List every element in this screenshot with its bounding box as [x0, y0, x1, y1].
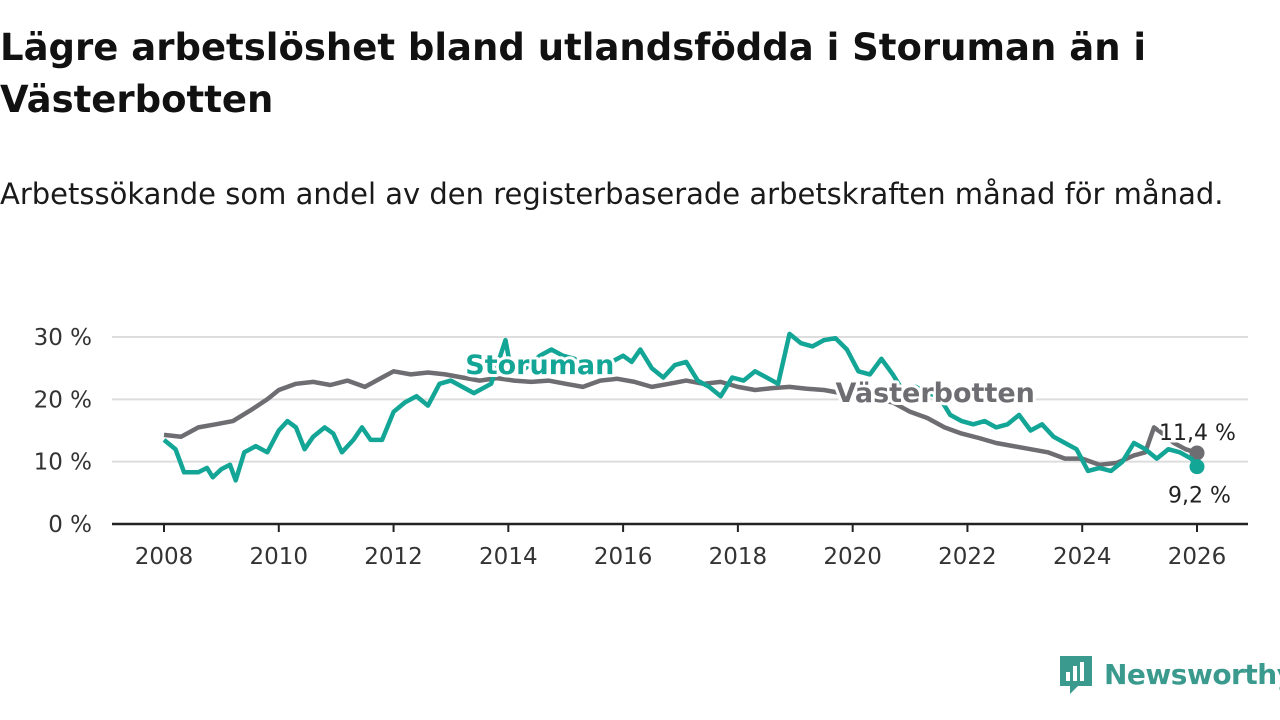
- x-tick-label: 2016: [594, 544, 653, 570]
- series-labels: Storuman Västerbotten 11,4 % 9,2 %: [462, 347, 1238, 511]
- newsworthy-logo-icon: [1060, 656, 1092, 694]
- x-tick-label: 2012: [364, 544, 423, 570]
- series-line-vasterbotten: [163, 369, 1198, 468]
- x-tick-label: 2008: [135, 544, 194, 570]
- newsworthy-brand[interactable]: Newsworthy: [1058, 652, 1280, 696]
- series-line-storuman: [162, 331, 1199, 483]
- end-value-label-vasterbotten: 11,4 %: [1159, 421, 1236, 446]
- series-end-point-storuman: [1189, 459, 1205, 475]
- y-tick-label: 20 %: [34, 387, 92, 413]
- chart-title: Lägre arbetslöshet bland utlandsfödda i …: [0, 26, 1147, 121]
- x-tick-label: 2010: [250, 544, 309, 570]
- series-lines: [162, 331, 1205, 483]
- chart-subtitle: Arbetssökande som andel av den registerb…: [0, 177, 1224, 211]
- x-tick-label: 2014: [479, 544, 538, 570]
- series-label-vasterbotten: Västerbotten: [835, 378, 1034, 409]
- y-tick-label: 0 %: [48, 512, 92, 538]
- x-tick-label: 2026: [1168, 544, 1227, 570]
- series-label-storuman: Storuman: [465, 350, 614, 381]
- y-tick-label: 10 %: [34, 450, 92, 476]
- series-end-point-vasterbotten: [1189, 445, 1205, 461]
- x-axis-ticks: 2008 2010 2012 2014 2016 2018 2020 2022 2024 2026: [135, 524, 1227, 570]
- gridlines: [112, 336, 1248, 526]
- y-axis-ticks: 0 % 10 % 20 % 30 %: [34, 325, 92, 538]
- line-chart: 0 % 10 % 20 % 30 % 2008 2010 2012 2014 2016 2018…: [34, 325, 1248, 570]
- x-tick-label: 2018: [709, 544, 768, 570]
- y-tick-label: 30 %: [34, 325, 92, 351]
- end-value-label-storuman: 9,2 %: [1168, 484, 1231, 509]
- x-tick-label: 2022: [938, 544, 997, 570]
- x-tick-label: 2020: [823, 544, 882, 570]
- x-tick-label: 2024: [1053, 544, 1112, 570]
- newsworthy-wordmark: Newsworthy: [1104, 657, 1280, 691]
